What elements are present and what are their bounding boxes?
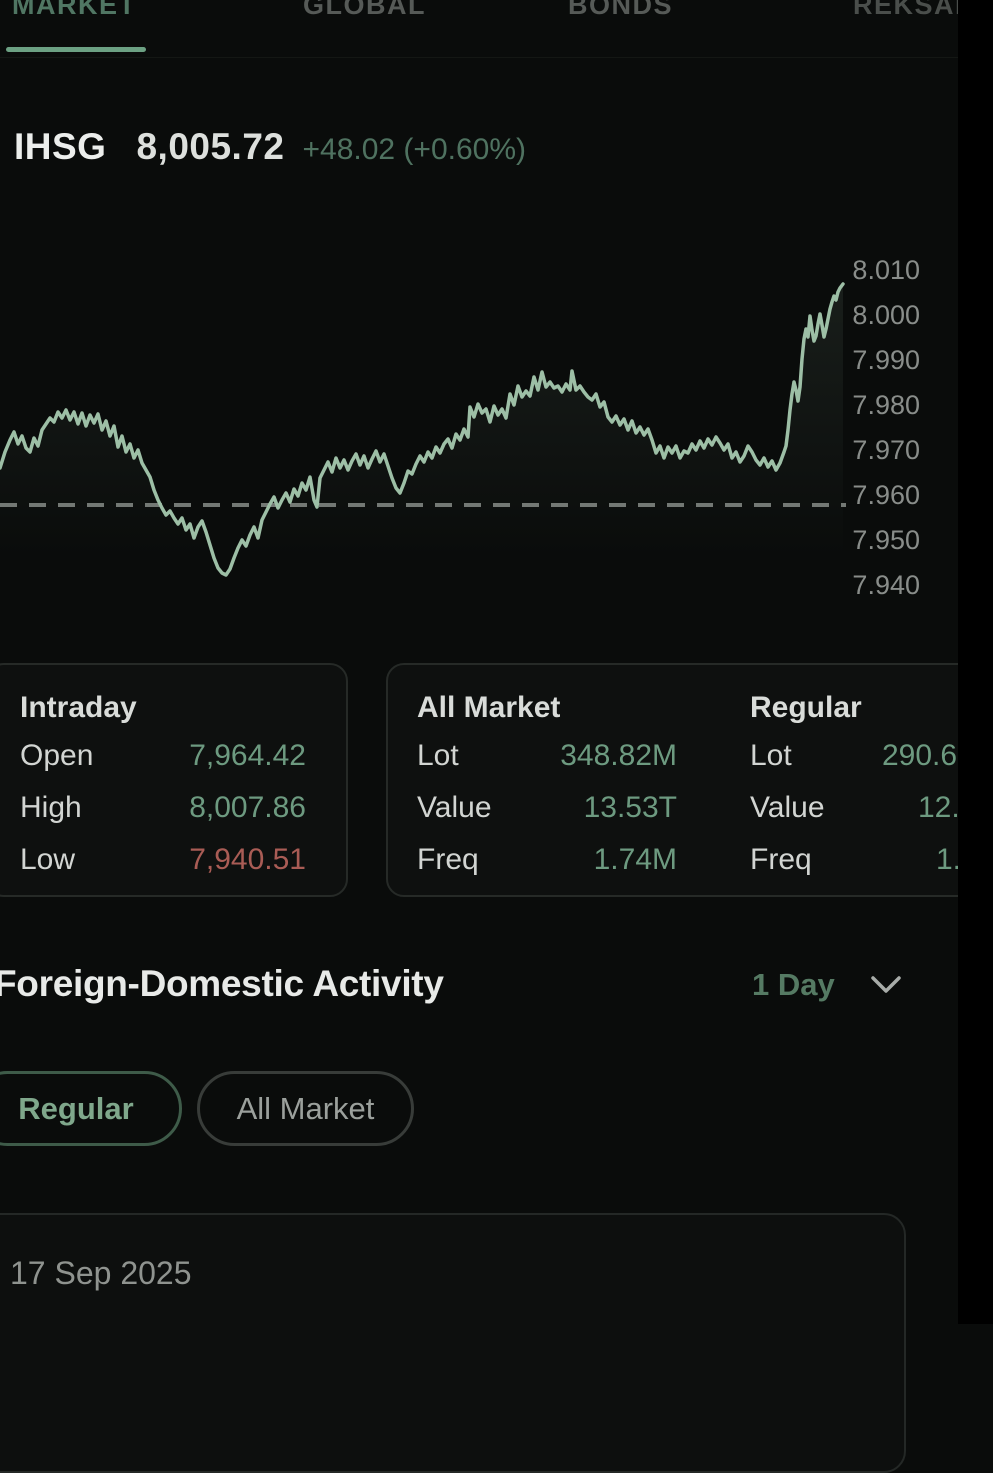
y-tick: 7.950 [852, 525, 920, 555]
stat-label: Low [20, 843, 76, 876]
tab-bonds[interactable]: BONDS [568, 0, 674, 20]
period-dropdown-value: 1 Day [752, 967, 835, 1002]
stat-label: Open [20, 739, 94, 772]
chart-area-fill [0, 284, 843, 605]
filter-pill-label: Regular [18, 1090, 134, 1126]
foreign-domestic-data-card: 17 Sep 2025 [0, 1213, 906, 1473]
screen-crop-bar [958, 0, 993, 1324]
y-tick: 7.990 [852, 345, 920, 375]
y-tick: 7.960 [852, 480, 920, 510]
stat-value: 1.74M [593, 843, 677, 876]
card-title: Intraday [20, 691, 137, 724]
y-tick: 7.980 [852, 390, 920, 420]
filter-pill-regular[interactable]: Regular [0, 1071, 182, 1146]
stat-label: Value [750, 791, 825, 824]
stat-row-lot: Lot 348.82M [417, 739, 677, 773]
stat-row-open: Open 7,964.42 [20, 739, 306, 773]
stat-value: 12. [918, 791, 960, 824]
index-symbol: IHSG [14, 126, 107, 167]
stat-value: 290.6 [882, 739, 958, 772]
stat-label: Lot [417, 739, 459, 772]
y-tick: 7.940 [852, 570, 920, 600]
stat-label: Freq [417, 843, 479, 876]
tab-market[interactable]: MARKET [12, 0, 137, 20]
section-title-foreign-domestic: Foreign-Domestic Activity [0, 963, 444, 1004]
price-line [0, 282, 845, 577]
stat-row-value: Value 13.53T [417, 791, 677, 825]
stat-label: Lot [750, 739, 792, 772]
stat-value: 8,007.86 [189, 791, 306, 824]
tab-divider [0, 57, 958, 58]
y-tick: 8.000 [852, 300, 920, 330]
activity-date: 17 Sep 2025 [10, 1255, 192, 1291]
stat-value: 7,940.51 [189, 843, 306, 876]
index-header: IHSG 8,005.72 +48.02 (+0.60%) [14, 126, 526, 168]
tab-global[interactable]: GLOBAL [303, 0, 426, 20]
stat-row-high: High 8,007.86 [20, 791, 306, 825]
period-dropdown[interactable]: 1 Day [752, 960, 932, 1010]
y-tick: 7.970 [852, 435, 920, 465]
filter-pill-all-market[interactable]: All Market [197, 1071, 414, 1146]
card-title: Regular [750, 691, 862, 724]
market-stats-card: All Market Lot 348.82M Value 13.53T Freq… [386, 663, 993, 897]
stat-row-freq: Freq 1.74M [417, 843, 677, 877]
card-title: All Market [417, 691, 561, 724]
stat-row-low: Low 7,940.51 [20, 843, 306, 877]
stat-label: High [20, 791, 82, 824]
stat-label: Freq [750, 843, 812, 876]
index-price: 8,005.72 [136, 126, 285, 167]
chevron-down-icon [870, 976, 901, 993]
price-chart[interactable] [0, 255, 846, 605]
intraday-stats-card: Intraday Open 7,964.42 High 8,007.86 Low… [0, 663, 348, 897]
active-tab-underline [6, 47, 146, 52]
stat-label: Value [417, 791, 492, 824]
filter-pill-label: All Market [236, 1090, 375, 1126]
stat-value: 13.53T [583, 791, 677, 824]
stat-value: 348.82M [560, 739, 677, 772]
stat-value: 7,964.42 [189, 739, 306, 772]
index-change: +48.02 (+0.60%) [302, 133, 527, 166]
y-tick: 8.010 [852, 255, 920, 285]
